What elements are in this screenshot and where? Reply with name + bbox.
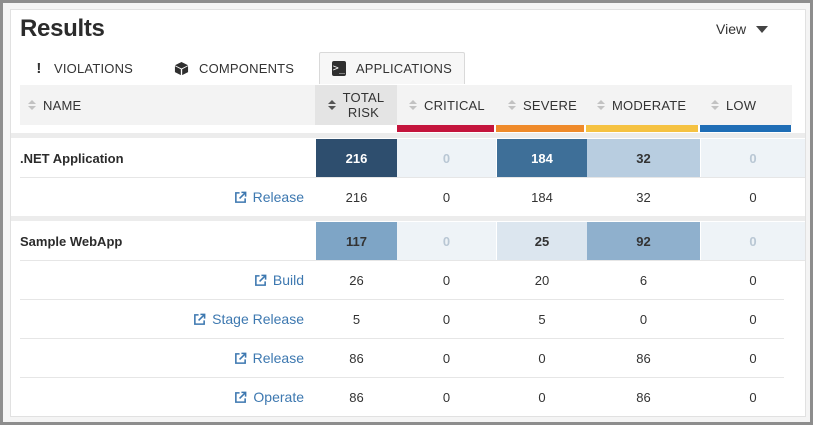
column-header-critical[interactable]: CRITICAL [409,85,497,125]
low-cell: 0 [749,189,757,205]
severe-cell: 0 [538,389,546,405]
severe-cell: 184 [531,189,553,205]
sort-icon [508,100,516,110]
row-divider [20,338,784,339]
critical-cell: 0 [397,139,496,177]
sort-icon [711,100,719,110]
caret-down-icon [756,25,769,33]
total-risk-cell: 26 [349,272,364,288]
moderate-cell: 6 [639,272,648,288]
column-header-name[interactable]: NAME [28,85,308,125]
low-cell: 0 [701,222,805,260]
moderate-cell: 32 [636,189,651,205]
moderate-cell: 0 [639,311,648,327]
stage-link-stage-release[interactable]: Stage Release [120,300,304,338]
severe-color-stripe [496,125,584,132]
low-cell: 0 [749,272,757,288]
stage-link-release[interactable]: Release [120,339,304,377]
row-divider [20,260,805,261]
page-title: Results [20,15,105,42]
column-header-total-risk[interactable]: TOTAL RISK [315,85,397,125]
sort-icon [28,100,36,110]
critical-color-stripe [397,125,494,132]
tab-violations[interactable]: ! VIOLATIONS [34,52,133,84]
stage-link-build[interactable]: Build [120,261,304,299]
tab-applications[interactable]: >_ APPLICATIONS [319,52,465,84]
stage-link-release[interactable]: Release [120,178,304,216]
severe-cell: 20 [534,272,550,288]
section-divider [11,216,805,221]
total-risk-cell: 216 [316,139,397,177]
low-cell: 0 [749,311,757,327]
critical-cell: 0 [397,222,496,260]
row-divider [20,299,784,300]
external-link-icon [234,391,247,404]
total-risk-cell: 216 [345,189,368,205]
critical-cell: 0 [442,389,451,405]
column-header-moderate[interactable]: MODERATE [597,85,697,125]
cube-icon [174,61,189,76]
view-dropdown[interactable]: View [716,21,769,37]
sort-icon [409,100,417,110]
terminal-icon: >_ [332,61,346,76]
critical-cell: 0 [442,350,451,366]
total-risk-cell: 5 [352,311,361,327]
view-label: View [716,21,747,37]
severe-cell: 25 [497,222,587,260]
severe-cell: 184 [497,139,587,177]
total-risk-cell: 117 [316,222,397,260]
external-link-icon [193,313,206,326]
stage-link-operate[interactable]: Operate [120,378,304,416]
application-name[interactable]: Sample WebApp [20,233,123,249]
column-header-severe[interactable]: SEVERE [508,85,588,125]
moderate-cell: 86 [636,350,651,366]
low-cell: 0 [749,350,757,366]
critical-cell: 0 [442,189,451,205]
column-header-low[interactable]: LOW [711,85,781,125]
section-divider [11,133,805,138]
moderate-cell: 92 [587,222,700,260]
low-cell: 0 [701,139,805,177]
severe-cell: 0 [538,350,546,366]
critical-cell: 0 [442,311,451,327]
external-link-icon [234,352,247,365]
severe-cell: 5 [538,311,546,327]
external-link-icon [234,191,247,204]
tab-label: APPLICATIONS [355,61,452,76]
sort-icon [597,100,605,110]
table-header [20,85,792,125]
tab-components[interactable]: COMPONENTS [174,52,294,84]
tab-label: VIOLATIONS [54,60,134,76]
moderate-cell: 86 [636,389,651,405]
row-divider [20,177,805,178]
critical-cell: 0 [442,272,451,288]
moderate-cell: 32 [587,139,700,177]
sort-desc-icon [327,100,336,110]
low-color-stripe [700,125,791,132]
moderate-color-stripe [586,125,698,132]
external-link-icon [254,274,267,287]
application-name[interactable]: .NET Application [20,150,124,166]
total-risk-cell: 86 [349,350,364,366]
low-cell: 0 [749,389,757,405]
total-risk-cell: 86 [349,389,364,405]
tab-label: COMPONENTS [199,60,295,76]
row-divider [20,377,784,378]
exclamation-icon: ! [36,59,42,77]
